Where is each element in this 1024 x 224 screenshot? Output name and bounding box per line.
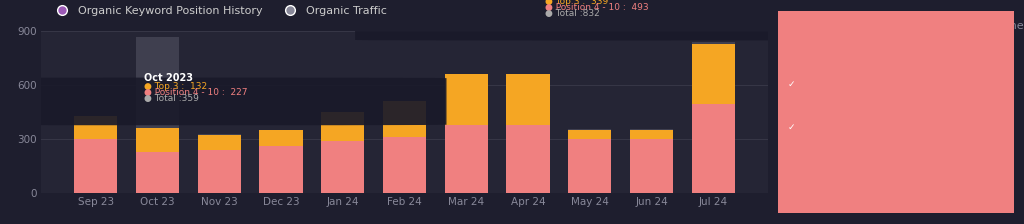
Bar bbox=[259, 146, 302, 193]
Text: 2Y: 2Y bbox=[942, 21, 956, 31]
Text: All time: All time bbox=[981, 21, 1023, 31]
Bar bbox=[74, 139, 117, 193]
FancyBboxPatch shape bbox=[543, 0, 1024, 224]
Bar bbox=[568, 129, 611, 193]
Bar bbox=[630, 139, 673, 193]
Bar bbox=[322, 112, 365, 141]
Bar bbox=[322, 141, 365, 193]
Text: ● Position 4 - 10 :  227: ● Position 4 - 10 : 227 bbox=[143, 88, 248, 97]
Text: 320: 320 bbox=[983, 78, 1009, 91]
Bar bbox=[383, 101, 426, 193]
FancyBboxPatch shape bbox=[543, 0, 1024, 224]
Text: ✓: ✓ bbox=[787, 80, 795, 89]
Legend: Organic Keyword Position History, Organic Traffic: Organic Keyword Position History, Organi… bbox=[46, 1, 391, 20]
FancyBboxPatch shape bbox=[0, 78, 446, 125]
Bar bbox=[692, 42, 735, 193]
Text: Oct 2023: Oct 2023 bbox=[143, 73, 193, 83]
Text: 6M: 6M bbox=[835, 21, 851, 31]
Bar bbox=[74, 116, 117, 139]
Text: ● Top 3 :  339: ● Top 3 : 339 bbox=[546, 0, 608, 6]
Bar bbox=[507, 125, 550, 193]
Bar bbox=[198, 150, 241, 193]
Bar bbox=[444, 125, 487, 193]
Bar bbox=[259, 132, 302, 193]
Text: 471: 471 bbox=[983, 121, 1009, 134]
Bar bbox=[198, 135, 241, 150]
Bar bbox=[568, 139, 611, 193]
Bar bbox=[568, 130, 611, 139]
Text: ● Position 4 - 10 :  493: ● Position 4 - 10 : 493 bbox=[546, 3, 649, 12]
Text: ● Total :832: ● Total :832 bbox=[546, 9, 600, 18]
Bar bbox=[198, 134, 241, 193]
Bar bbox=[136, 128, 179, 152]
FancyBboxPatch shape bbox=[355, 0, 848, 41]
Bar bbox=[383, 101, 426, 137]
Text: 3M: 3M bbox=[781, 21, 799, 31]
Text: Position 4 - 10: Position 4 - 10 bbox=[813, 122, 893, 132]
Text: ● Top 3 :  132: ● Top 3 : 132 bbox=[143, 82, 207, 90]
Bar bbox=[507, 75, 550, 193]
Bar bbox=[444, 74, 487, 193]
Bar bbox=[259, 130, 302, 146]
Bar bbox=[507, 74, 550, 125]
Bar bbox=[630, 129, 673, 193]
Bar bbox=[322, 112, 365, 193]
Bar bbox=[383, 137, 426, 193]
Text: Top 3: Top 3 bbox=[813, 80, 843, 90]
Bar bbox=[692, 43, 735, 104]
Bar bbox=[74, 116, 117, 193]
Text: 1Y: 1Y bbox=[888, 21, 904, 31]
Bar bbox=[136, 152, 179, 193]
Bar bbox=[692, 104, 735, 193]
Bar bbox=[136, 37, 179, 193]
Bar bbox=[444, 74, 487, 125]
Bar bbox=[630, 130, 673, 139]
Text: ✓: ✓ bbox=[787, 123, 795, 132]
Text: ● Total :359: ● Total :359 bbox=[143, 94, 199, 103]
